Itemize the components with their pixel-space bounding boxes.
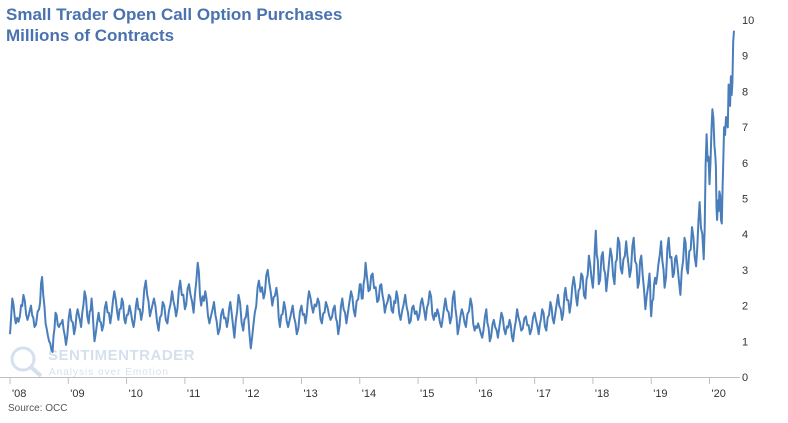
x-tick-label: '20 — [712, 388, 726, 400]
magnifier-logo-icon — [10, 346, 43, 378]
x-tick-label: '10 — [129, 388, 143, 400]
y-tick-label: 5 — [742, 194, 748, 206]
y-tick-label: 1 — [742, 336, 748, 348]
y-tick-label: 9 — [742, 51, 748, 63]
x-tick-label: '17 — [537, 388, 551, 400]
chart-title: Small Trader Open Call Option Purchases … — [6, 4, 342, 46]
x-tick-label: '14 — [362, 388, 376, 400]
watermark-tagline: Analysis over Emotion — [49, 367, 169, 378]
x-tick-label: '12 — [245, 388, 259, 400]
y-tick-label: 10 — [742, 15, 754, 27]
y-tick-label: 4 — [742, 229, 748, 241]
chart-title-line: Small Trader Open Call Option Purchases — [6, 5, 343, 24]
source-note: Source: OCC — [8, 403, 68, 414]
y-tick-label: 6 — [742, 158, 748, 170]
x-tick-label: '16 — [478, 388, 492, 400]
x-tick-label: '18 — [595, 388, 609, 400]
plot-area — [9, 30, 735, 353]
y-tick-label: 8 — [742, 86, 748, 98]
x-tick-label: '13 — [303, 388, 317, 400]
chart-subtitle-line: Millions of Contracts — [6, 26, 175, 45]
watermark: SENTIMENTRADER Analysis over Emotion — [8, 345, 195, 384]
x-tick-label: '15 — [420, 388, 434, 400]
watermark-brand: SENTIMENTRADER — [48, 347, 196, 364]
x-axis: '08 '09 '10 '11 '12 '13 '14 '15 '16 '17 '18 '19 '20 — [0, 377, 740, 400]
x-tick-label: '09 — [70, 388, 84, 400]
y-tick-label: 3 — [742, 265, 748, 277]
x-tick-label: '19 — [653, 388, 667, 400]
x-tick-label: '11 — [187, 388, 201, 400]
series-line — [9, 30, 735, 353]
y-tick-label: 7 — [742, 122, 748, 134]
y-tick-label: 0 — [742, 372, 748, 384]
y-axis: 0 1 2 3 4 5 6 7 8 9 10 — [742, 15, 754, 384]
x-tick-label: '08 — [12, 388, 26, 400]
y-tick-label: 2 — [742, 301, 748, 313]
